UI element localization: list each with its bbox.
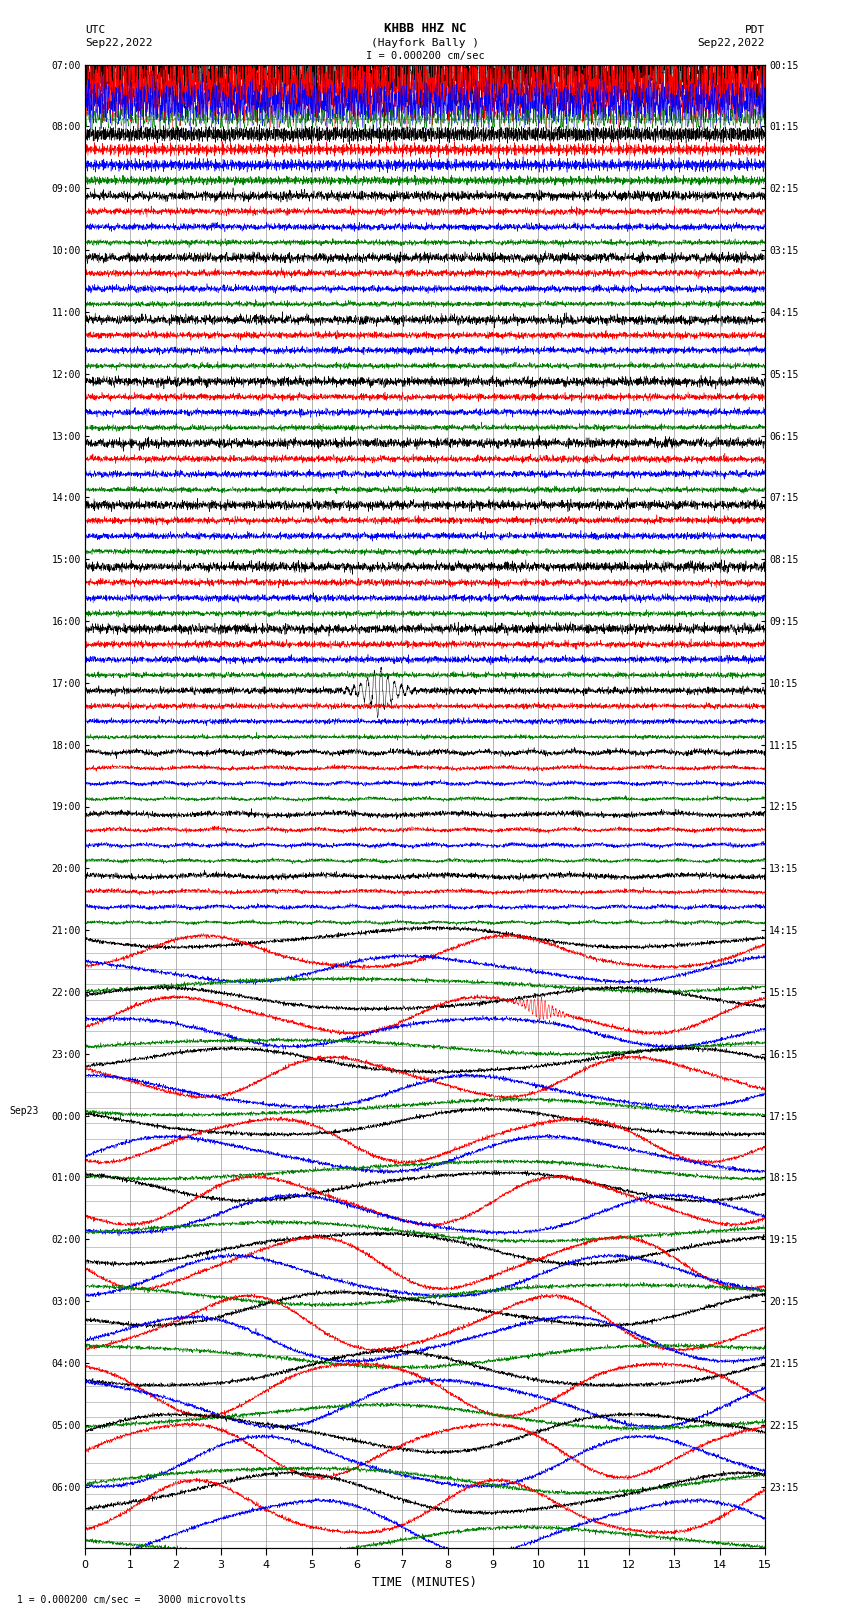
Text: PDT: PDT (745, 26, 765, 35)
Text: 1 = 0.000200 cm/sec =   3000 microvolts: 1 = 0.000200 cm/sec = 3000 microvolts (17, 1595, 246, 1605)
Text: Sep22,2022: Sep22,2022 (698, 39, 765, 48)
Text: I = 0.000200 cm/sec: I = 0.000200 cm/sec (366, 52, 484, 61)
Text: KHBB HHZ NC: KHBB HHZ NC (383, 23, 467, 35)
Text: UTC: UTC (85, 26, 105, 35)
X-axis label: TIME (MINUTES): TIME (MINUTES) (372, 1576, 478, 1589)
Text: (Hayfork Bally ): (Hayfork Bally ) (371, 39, 479, 48)
Text: Sep22,2022: Sep22,2022 (85, 39, 152, 48)
Text: Sep23: Sep23 (9, 1105, 39, 1116)
